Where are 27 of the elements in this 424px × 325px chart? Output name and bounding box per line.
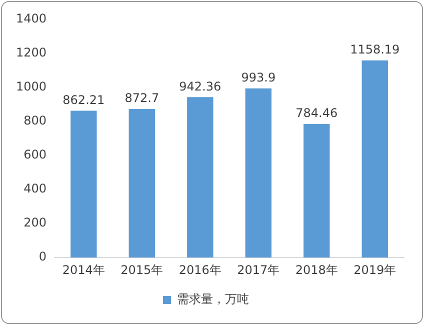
y-tick-label: 1400 bbox=[16, 11, 47, 26]
bar bbox=[187, 97, 214, 258]
y-tick-label: 1000 bbox=[16, 79, 47, 94]
x-tick-label: 2017年 bbox=[237, 262, 280, 277]
data-label: 784.46 bbox=[296, 106, 338, 120]
data-label: 942.36 bbox=[179, 79, 222, 94]
x-tick-label: 2014年 bbox=[62, 262, 105, 277]
x-tick-label: 2016年 bbox=[178, 262, 222, 277]
y-tick-label: 1200 bbox=[16, 45, 47, 60]
y-tick-label: 600 bbox=[24, 148, 47, 162]
data-label: 872.7 bbox=[124, 91, 160, 106]
bar bbox=[245, 88, 272, 258]
y-tick-label: 800 bbox=[24, 113, 47, 128]
y-tick-label: 0 bbox=[38, 250, 47, 264]
data-label: 862.21 bbox=[62, 92, 105, 107]
y-tick-label: 400 bbox=[24, 182, 47, 196]
x-tick-label: 2015年 bbox=[120, 262, 164, 277]
x-tick-label: 2018年 bbox=[295, 262, 338, 277]
bar bbox=[304, 124, 330, 258]
data-label: 993.9 bbox=[241, 70, 276, 84]
data-label: 1158.19 bbox=[350, 42, 400, 56]
legend-label: 需求量，万吨 bbox=[177, 292, 249, 306]
bar bbox=[128, 108, 156, 258]
bar bbox=[362, 60, 388, 258]
bar bbox=[70, 110, 97, 258]
y-tick-label: 200 bbox=[24, 216, 47, 230]
x-tick-label: 2019年 bbox=[354, 262, 396, 277]
